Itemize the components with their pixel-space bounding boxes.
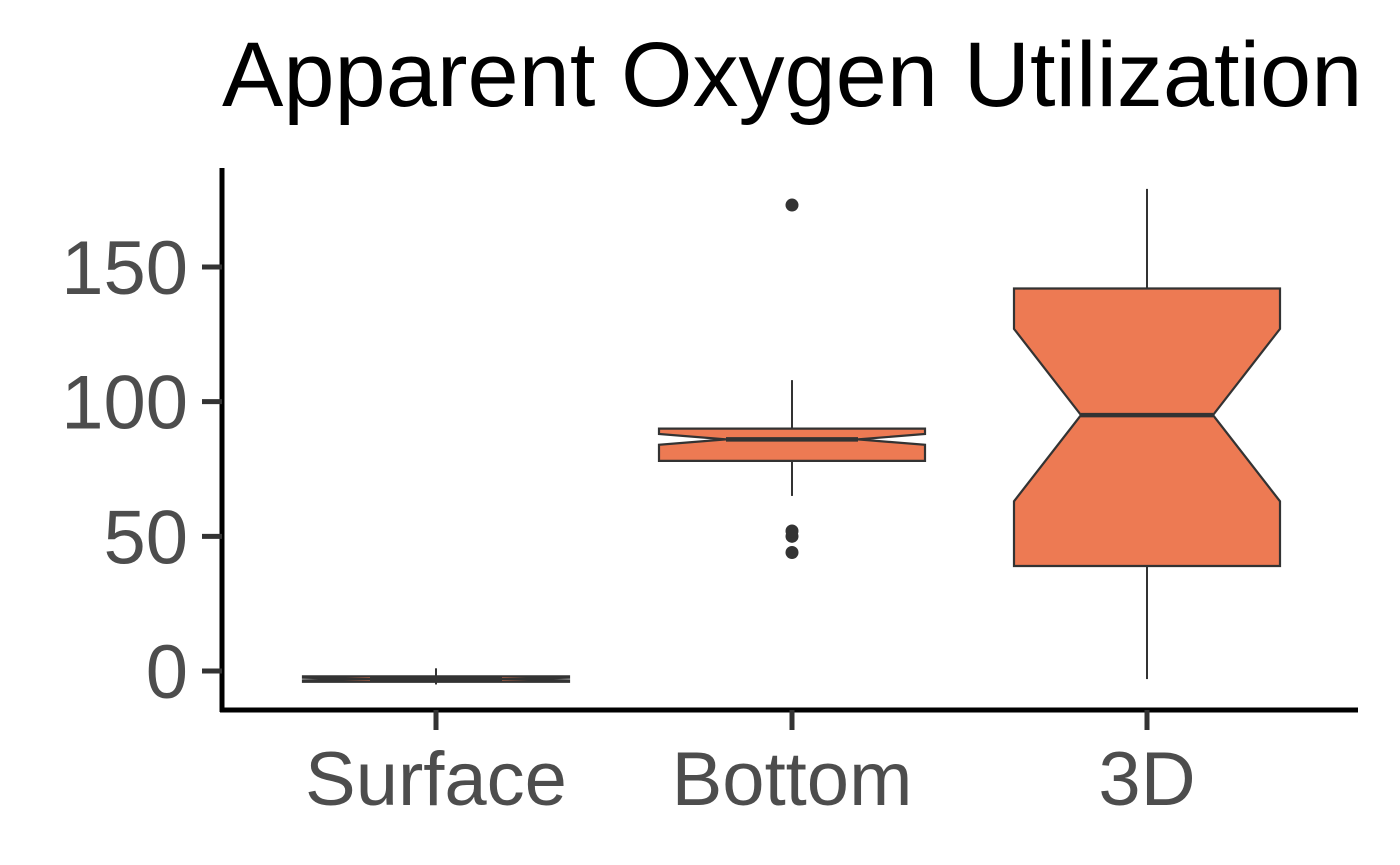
y-tick-label: 150 — [61, 226, 188, 311]
box-group-surface — [301, 668, 571, 685]
x-tick-label: Surface — [305, 737, 567, 822]
y-tick-label: 50 — [103, 495, 188, 580]
chart-title: Apparent Oxygen Utilization — [222, 24, 1362, 126]
x-tick-label: 3D — [1098, 737, 1195, 822]
box-group-3d — [1012, 188, 1282, 680]
axis-layer: 0 50 100 150 Surface Bottom 3D — [61, 168, 1358, 822]
plot-layer — [301, 188, 1282, 685]
y-tick-label: 0 — [146, 630, 188, 715]
outlier-point — [785, 198, 799, 212]
notched-box — [657, 427, 927, 462]
outlier-point — [785, 545, 799, 559]
y-tick-label: 100 — [61, 361, 188, 446]
x-tick-label: Bottom — [672, 737, 913, 822]
box-group-bottom — [657, 198, 927, 559]
notched-box — [1012, 287, 1282, 568]
outlier-point — [785, 524, 799, 538]
